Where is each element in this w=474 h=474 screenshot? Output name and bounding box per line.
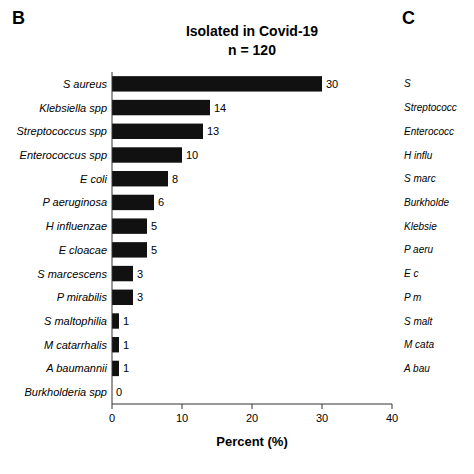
- annotation: Klebsie: [404, 221, 437, 232]
- category-label: H influenzae: [46, 220, 107, 232]
- bar: [112, 124, 203, 139]
- panel-label: C: [402, 8, 415, 28]
- category-label: E cloacae: [59, 244, 107, 256]
- category-label: S maltophilia: [44, 315, 107, 327]
- annotation: E c: [404, 268, 418, 279]
- data-label: 8: [172, 173, 178, 185]
- x-tick: [392, 404, 393, 409]
- annotation: S: [404, 78, 411, 89]
- data-label: 5: [151, 220, 157, 232]
- bar: [112, 313, 119, 328]
- category-label: P mirabilis: [57, 291, 108, 303]
- data-label: 10: [186, 149, 198, 161]
- x-tick: [252, 404, 253, 409]
- x-tick-label: 30: [316, 412, 328, 424]
- category-label: S marcescens: [37, 268, 107, 280]
- bars: [112, 76, 322, 376]
- category-label: A baumannii: [45, 362, 107, 374]
- title: Isolated in Covid-19: [186, 23, 318, 39]
- data-label: 1: [123, 339, 129, 351]
- bar: [112, 147, 182, 162]
- data-label: 30: [326, 78, 338, 90]
- data-label: 3: [137, 291, 143, 303]
- annotation: S malt: [404, 316, 434, 327]
- data-label: 1: [123, 315, 129, 327]
- annotation: P m: [404, 292, 421, 303]
- annotation: P aeru: [404, 244, 434, 255]
- x-axis-label: Percent (%): [216, 434, 288, 449]
- bar: [112, 337, 119, 352]
- bar: [112, 171, 168, 186]
- data-label: 5: [151, 244, 157, 256]
- bar: [112, 361, 119, 376]
- x-tick-label: 10: [176, 412, 188, 424]
- annotation: Burkholde: [404, 197, 449, 208]
- category-label: S aureus: [63, 78, 108, 90]
- bar: [112, 100, 210, 115]
- category-label: Burkholderia spp: [24, 386, 107, 398]
- annotation: A bau: [403, 363, 430, 374]
- category-label: M catarrhalis: [44, 339, 107, 351]
- annotation: S marc: [404, 173, 436, 184]
- x-tick: [112, 404, 113, 409]
- y-axis-line: [112, 72, 113, 404]
- subtitle: n = 120: [228, 42, 276, 58]
- annotation: Streptococc: [404, 102, 457, 113]
- category-label: P aeruginosa: [43, 196, 107, 208]
- category-label: E coli: [80, 173, 107, 185]
- x-tick-label: 40: [386, 412, 398, 424]
- data-label: 1: [123, 362, 129, 374]
- bar: [112, 76, 322, 91]
- x-tick: [322, 404, 323, 409]
- data-label: 0: [116, 386, 122, 398]
- panel-label: B: [12, 8, 25, 28]
- category-label: Enterococcus spp: [20, 149, 107, 161]
- x-tick-label: 20: [246, 412, 258, 424]
- bar: [112, 290, 133, 305]
- annotation: M cata: [404, 339, 434, 350]
- category-label: Streptococcus spp: [17, 125, 108, 137]
- chart: BCIsolated in Covid-19n = 12030141310865…: [0, 0, 474, 474]
- annotation: Enterococc: [404, 126, 454, 137]
- data-label: 3: [137, 268, 143, 280]
- data-label: 14: [214, 102, 226, 114]
- category-label: Klebsiella spp: [39, 102, 107, 114]
- bar: [112, 242, 147, 257]
- bar: [112, 195, 154, 210]
- data-label: 6: [158, 196, 164, 208]
- data-label: 13: [207, 125, 219, 137]
- x-tick-label: 0: [109, 412, 115, 424]
- bar: [112, 218, 147, 233]
- annotation: H influ: [404, 150, 433, 161]
- x-tick: [182, 404, 183, 409]
- bar: [112, 266, 133, 281]
